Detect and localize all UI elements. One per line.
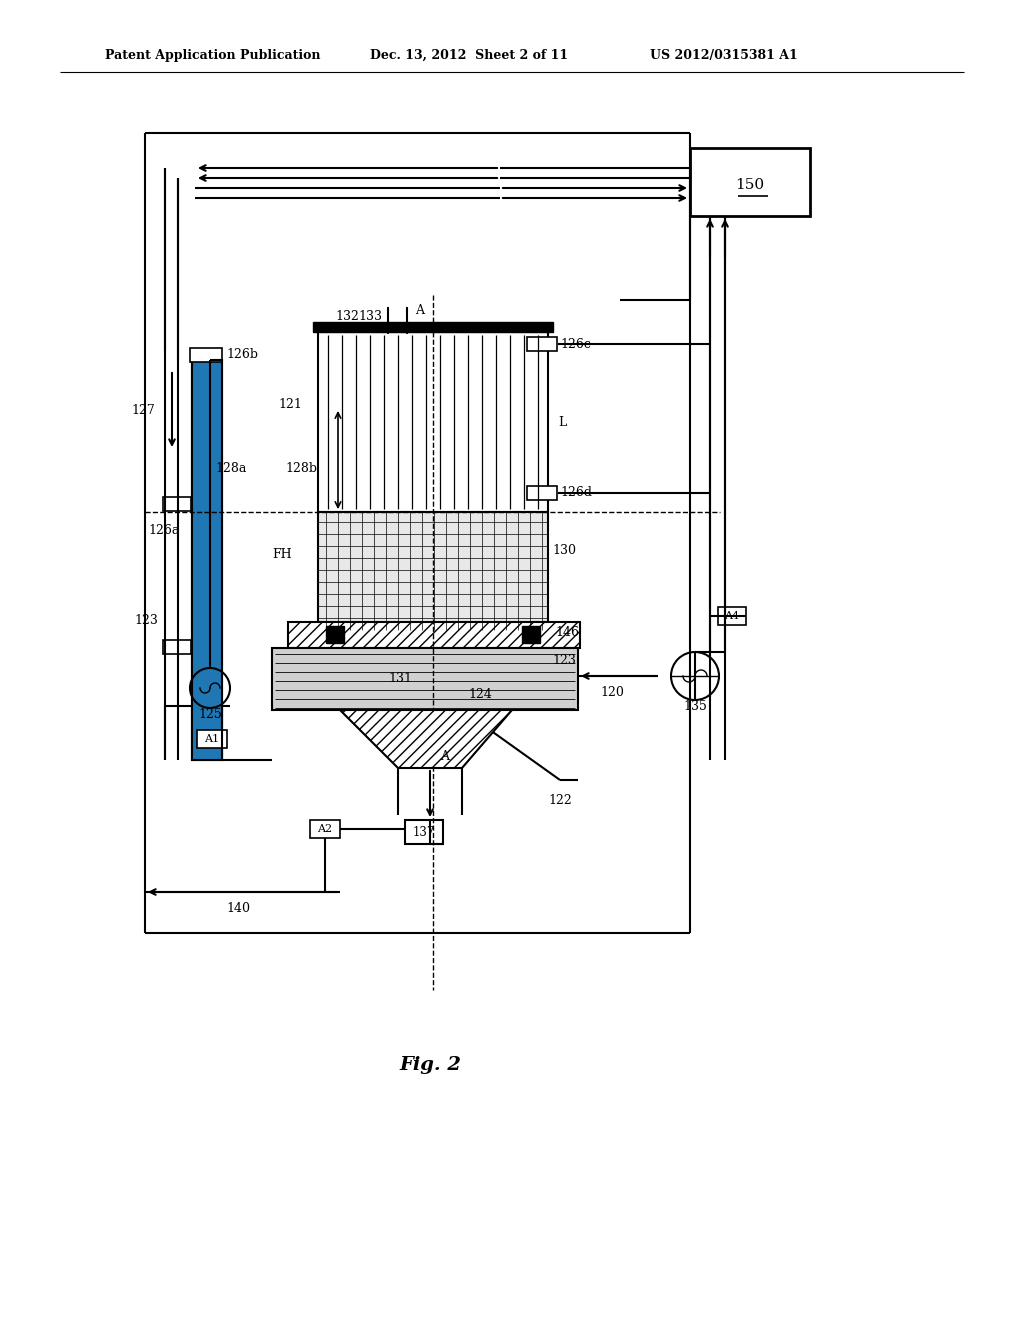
- Text: 128a: 128a: [216, 462, 247, 474]
- Bar: [318, 333, 548, 512]
- Text: 127: 127: [131, 404, 155, 417]
- Text: Patent Application Publication: Patent Application Publication: [105, 49, 321, 62]
- Bar: [522, 626, 540, 643]
- Text: A2: A2: [317, 824, 333, 834]
- Bar: [313, 322, 553, 333]
- Bar: [527, 337, 557, 351]
- Text: 133: 133: [358, 309, 382, 322]
- Text: 121: 121: [278, 399, 302, 412]
- Bar: [272, 648, 578, 710]
- Bar: [318, 512, 548, 630]
- Text: 130: 130: [552, 544, 575, 557]
- Polygon shape: [340, 710, 512, 768]
- Text: A: A: [440, 750, 449, 763]
- Text: 126c: 126c: [560, 338, 591, 351]
- Bar: [690, 148, 810, 216]
- Text: FH: FH: [272, 549, 292, 561]
- Text: 122: 122: [548, 793, 571, 807]
- Text: 123: 123: [134, 614, 158, 627]
- Bar: [193, 360, 222, 760]
- Bar: [163, 640, 191, 653]
- Bar: [310, 820, 340, 838]
- Text: 132: 132: [335, 309, 359, 322]
- Text: 124: 124: [468, 689, 492, 701]
- Text: 146: 146: [555, 626, 579, 639]
- Text: 126a: 126a: [148, 524, 180, 536]
- Text: A: A: [415, 304, 424, 317]
- Bar: [193, 360, 222, 760]
- Text: 131: 131: [388, 672, 412, 685]
- Bar: [197, 730, 227, 748]
- Text: A4: A4: [724, 611, 739, 620]
- Text: 126d: 126d: [560, 487, 592, 499]
- Text: Dec. 13, 2012  Sheet 2 of 11: Dec. 13, 2012 Sheet 2 of 11: [370, 49, 568, 62]
- Bar: [163, 498, 191, 511]
- Text: 120: 120: [600, 685, 624, 698]
- Text: 140: 140: [226, 902, 250, 915]
- Text: 137: 137: [413, 825, 435, 838]
- Bar: [718, 607, 746, 624]
- Bar: [406, 820, 443, 843]
- Text: 126b: 126b: [226, 348, 258, 362]
- Bar: [190, 348, 222, 362]
- Text: Fig. 2: Fig. 2: [399, 1056, 461, 1074]
- Text: 128b: 128b: [285, 462, 317, 474]
- Bar: [527, 486, 557, 500]
- Text: US 2012/0315381 A1: US 2012/0315381 A1: [650, 49, 798, 62]
- Bar: [194, 411, 220, 710]
- Text: 125: 125: [198, 708, 222, 721]
- Bar: [288, 622, 580, 648]
- Text: L: L: [558, 416, 566, 429]
- Text: A1: A1: [205, 734, 219, 744]
- Text: 123: 123: [552, 653, 575, 667]
- Bar: [326, 626, 344, 643]
- Text: 135: 135: [683, 700, 707, 713]
- Text: 150: 150: [735, 178, 765, 191]
